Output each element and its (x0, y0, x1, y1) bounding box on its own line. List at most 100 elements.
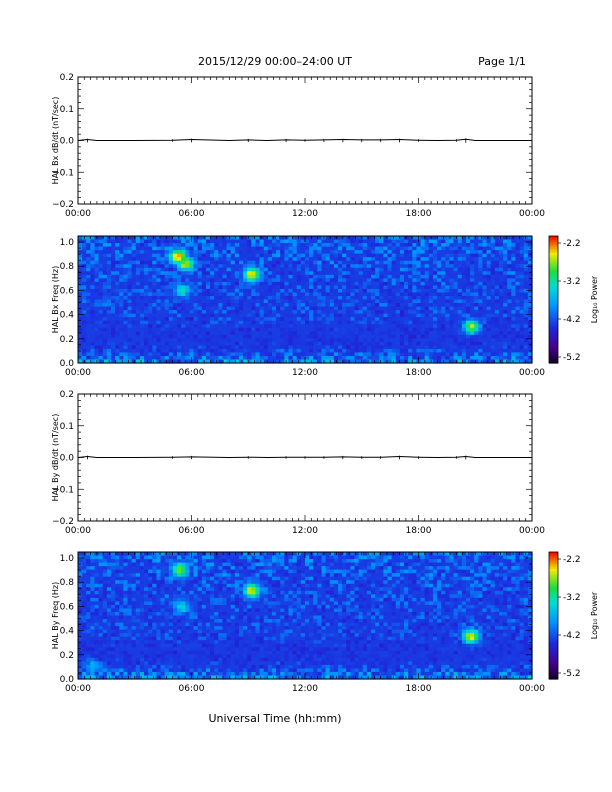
heatmap-cell (461, 299, 467, 304)
heatmap-cell (86, 611, 91, 617)
heatmap-cell (135, 239, 141, 244)
heatmap-cell (102, 348, 108, 354)
heatmap-cell (498, 345, 504, 350)
heatmap-cell (148, 341, 153, 346)
heatmap-cell (432, 338, 438, 343)
heatmap-cell (177, 327, 182, 332)
heatmap-cell (177, 303, 182, 308)
heatmap-cell (342, 324, 347, 329)
heatmap-cell (424, 285, 430, 290)
heatmap-cell (243, 236, 248, 241)
heatmap-cell (445, 295, 451, 301)
heatmap-cell (271, 278, 277, 283)
heatmap-cell (230, 327, 236, 332)
heatmap-cell (350, 243, 356, 248)
heatmap-cell (375, 288, 380, 294)
heatmap-cell (523, 359, 529, 364)
heatmap-cell (201, 324, 207, 329)
heatmap-cell (280, 306, 285, 311)
heatmap-cell (263, 267, 269, 272)
heatmap-cell (432, 239, 438, 244)
heatmap-cell (106, 559, 112, 564)
heatmap-cell (214, 274, 219, 279)
heatmap-cell (305, 250, 310, 255)
heatmap-cell (354, 274, 360, 279)
heatmap-cell (276, 334, 281, 339)
heatmap-cell (346, 246, 351, 251)
heatmap-cell (490, 317, 496, 322)
heatmap-cell (102, 355, 108, 361)
heatmap-cell (470, 317, 475, 322)
heatmap-cell (515, 327, 521, 332)
heatmap-cell (404, 324, 409, 329)
heatmap-cell (346, 317, 351, 322)
heatmap-cell (94, 562, 100, 567)
heatmap-cell (428, 271, 434, 276)
heatmap-cell (218, 334, 224, 339)
heatmap-cell (354, 338, 360, 343)
heatmap-cell (226, 345, 232, 350)
heatmap-cell (222, 250, 228, 255)
heatmap-cell (482, 236, 488, 241)
heatmap-cell (482, 331, 488, 336)
heatmap-cell (181, 320, 186, 325)
heatmap-cell (342, 278, 347, 283)
heatmap-cell (465, 338, 471, 343)
heatmap-cell (86, 597, 91, 602)
heatmap-cell (486, 288, 492, 294)
heatmap-cell (259, 352, 265, 357)
heatmap-cell (259, 334, 265, 339)
heatmap-cell (106, 569, 112, 574)
heatmap-cell (280, 292, 285, 297)
heatmap-cell (395, 274, 401, 279)
heatmap-cell (214, 264, 219, 269)
heatmap-cell (309, 303, 314, 308)
heatmap-cell (420, 257, 426, 262)
heatmap-cell (131, 334, 137, 339)
heatmap-cell (395, 236, 401, 241)
heatmap-cell (86, 338, 91, 343)
heatmap-cell (404, 274, 409, 279)
heatmap-cell (395, 352, 401, 357)
heatmap-cell (300, 299, 306, 304)
heatmap-cell (115, 313, 120, 318)
heatmap-cell (205, 348, 211, 354)
heatmap-cell (313, 310, 318, 315)
heatmap-cell (350, 264, 356, 269)
heatmap-cell (375, 306, 380, 311)
heatmap-cell (164, 313, 170, 318)
heatmap-cell (338, 253, 343, 258)
heatmap-cell (78, 604, 83, 610)
heatmap-cell (523, 250, 529, 255)
heatmap-cell (424, 303, 430, 308)
heatmap-cell (391, 267, 397, 272)
heatmap-cell (144, 352, 149, 357)
heatmap-cell (395, 303, 401, 308)
heatmap-cell (156, 310, 162, 315)
heatmap-cell (119, 285, 124, 290)
heatmap-cell (189, 324, 195, 329)
heatmap-cell (78, 292, 83, 297)
heatmap-cell (284, 338, 290, 343)
heatmap-cell (259, 288, 265, 294)
heatmap-cell (432, 313, 438, 318)
heatmap-cell (90, 573, 96, 578)
heatmap-cell (412, 320, 418, 325)
heatmap-cell (251, 303, 257, 308)
heatmap-cell (152, 246, 158, 251)
heatmap-cell (127, 264, 133, 269)
heatmap-cell (210, 239, 215, 244)
heatmap-cell (309, 338, 314, 343)
heatmap-cell (523, 355, 529, 361)
heatmap-cell (346, 331, 351, 336)
heatmap-cell (172, 292, 178, 297)
heatmap-cell (523, 299, 529, 304)
heatmap-cell (503, 310, 508, 315)
heatmap-cell (98, 338, 104, 343)
heatmap-cell (490, 299, 496, 304)
heatmap-cell (461, 317, 467, 322)
heatmap-cell (470, 310, 475, 315)
heatmap-cell (515, 239, 521, 244)
heatmap-cell (131, 331, 137, 336)
heatmap-cell (135, 285, 141, 290)
